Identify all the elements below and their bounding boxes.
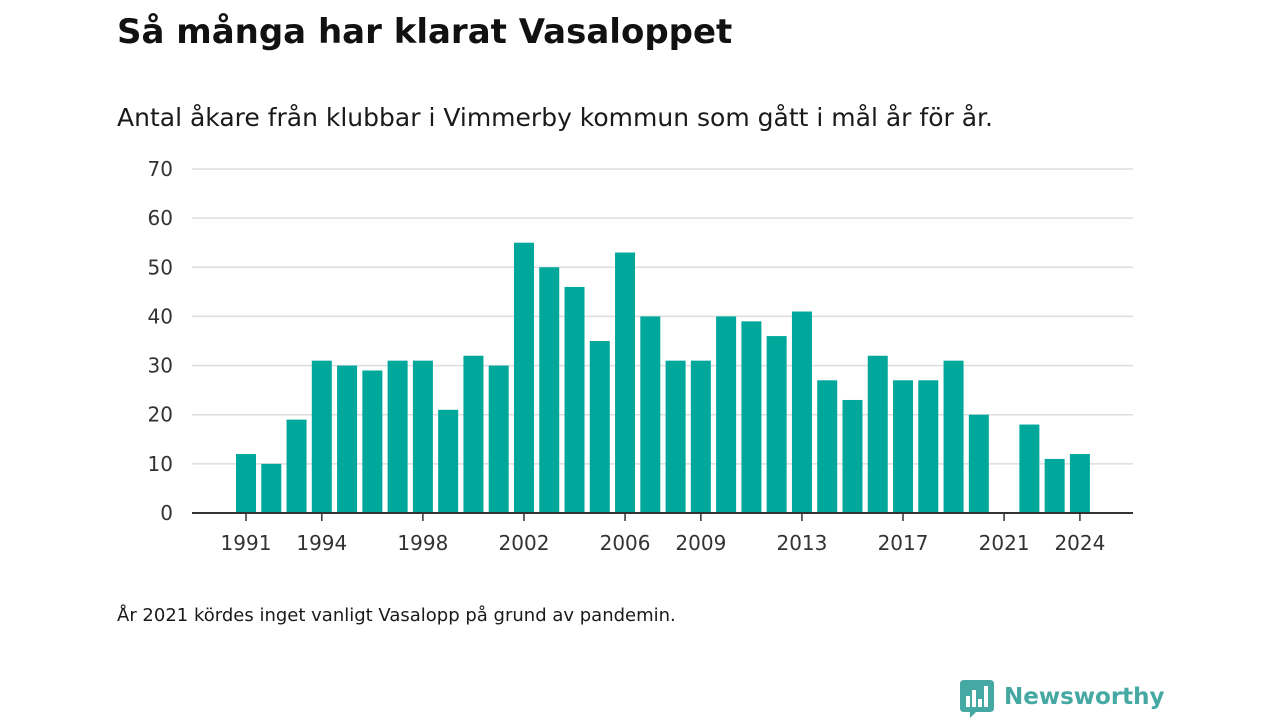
bar-2006 (615, 252, 636, 514)
gridlines (192, 168, 1133, 465)
bar-2004 (564, 286, 585, 513)
x-tick-label-2002: 2002 (499, 531, 550, 555)
y-tick-label-60: 60 (148, 206, 173, 230)
bar-1998 (412, 360, 433, 513)
bar-2019 (943, 360, 964, 513)
bar-2017 (893, 380, 914, 513)
bar-2020 (968, 414, 989, 513)
bar-2011 (741, 321, 762, 513)
bar-1996 (362, 370, 383, 513)
x-tick-label-2024: 2024 (1054, 531, 1105, 555)
brand-logo: Newsworthy (960, 680, 1165, 720)
bars (236, 242, 1090, 514)
y-tick-label-40: 40 (148, 304, 173, 328)
y-tick-label-10: 10 (148, 452, 173, 476)
bar-2023 (1044, 458, 1065, 513)
bar-1993 (286, 419, 307, 513)
chart-title: Så många har klarat Vasaloppet (117, 12, 733, 52)
bar-2022 (1019, 424, 1040, 513)
bar-2005 (589, 341, 610, 513)
y-tick-label-50: 50 (148, 255, 173, 279)
y-tick-label-0: 0 (160, 501, 173, 525)
bar-2018 (918, 380, 939, 513)
bar-2015 (842, 399, 863, 513)
x-tick-label-1991: 1991 (221, 531, 272, 555)
y-tick-label-70: 70 (148, 157, 173, 181)
bar-1994 (311, 360, 332, 513)
bar-2012 (766, 336, 787, 513)
bar-1992 (261, 463, 282, 513)
bar-2010 (716, 316, 737, 513)
bar-2001 (488, 365, 509, 513)
bar-1997 (387, 360, 408, 513)
chart-footnote: År 2021 kördes inget vanligt Vasalopp på… (117, 605, 676, 626)
bar-1999 (438, 409, 459, 513)
bar-2013 (791, 311, 812, 513)
bar-2007 (640, 316, 661, 513)
x-tick-label-1998: 1998 (397, 531, 448, 555)
bar-2003 (539, 267, 560, 513)
y-tick-label-30: 30 (148, 354, 173, 378)
bar-2016 (867, 355, 888, 513)
y-tick-label-20: 20 (148, 403, 173, 427)
x-tick-label-2009: 2009 (675, 531, 726, 555)
newsworthy-logo-icon (960, 680, 994, 718)
axes: 0 10 20 30 40 50 60 70 1991 1994 1998 2002 2006 2009 2… (148, 157, 1133, 555)
x-tick-label-2021: 2021 (979, 531, 1030, 555)
bar-2009 (690, 360, 711, 513)
bar-1995 (337, 365, 358, 513)
chart-subtitle: Antal åkare från klubbar i Vimmerby komm… (117, 103, 993, 132)
bar-2024 (1069, 454, 1090, 513)
brand-name: Newsworthy (1004, 684, 1165, 710)
x-tick-label-2013: 2013 (776, 531, 827, 555)
x-tick-label-2006: 2006 (600, 531, 651, 555)
bar-2008 (665, 360, 686, 513)
bar-2002 (513, 242, 534, 513)
bar-1991 (236, 454, 256, 513)
bar-2000 (463, 355, 484, 513)
x-tick-label-1994: 1994 (296, 531, 347, 555)
x-tick-label-2017: 2017 (878, 531, 929, 555)
bar-2014 (817, 380, 838, 513)
